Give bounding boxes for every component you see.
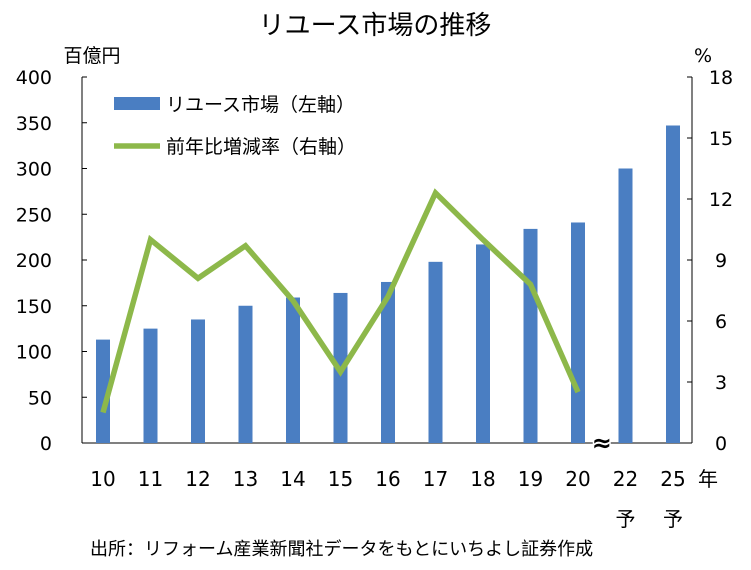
right-tick-label: 9 (715, 250, 727, 272)
left-tick-label: 0 (40, 433, 52, 455)
x-tick-sublabel: 予 (616, 507, 636, 531)
bar-10 (96, 339, 110, 443)
right-tick-label: 18 (709, 67, 733, 89)
x-tick-label: 20 (565, 467, 590, 491)
left-tick-label: 50 (28, 387, 52, 409)
right-tick-label: 12 (709, 189, 733, 211)
bar-20 (571, 222, 585, 443)
bar-13 (238, 305, 253, 443)
x-tick-sublabel: 予 (663, 507, 683, 531)
bar-16 (381, 281, 395, 443)
left-tick-label: 250 (16, 204, 52, 226)
x-tick-label: 22 (613, 467, 638, 491)
x-tick-label: 17 (423, 467, 448, 491)
x-tick-label: 10 (90, 467, 115, 491)
bar-11 (143, 328, 158, 443)
right-tick-label: 3 (715, 372, 727, 394)
bar-18 (476, 244, 490, 443)
bar-25 (666, 125, 680, 444)
x-tick-label: 11 (138, 467, 163, 491)
right-tick-label: 0 (715, 433, 727, 455)
left-axis-unit: 百億円 (63, 45, 120, 67)
chart-title: リユース市場の推移 (259, 11, 492, 41)
right-tick-label: 6 (715, 311, 727, 333)
bar-19 (523, 228, 538, 443)
x-tick-label: 13 (233, 467, 258, 491)
left-tick-label: 200 (16, 250, 52, 272)
legend-swatch-bar (114, 97, 160, 110)
bar-17 (428, 261, 443, 443)
bar-14 (286, 297, 300, 443)
left-tick-label: 100 (16, 342, 52, 364)
x-tick-label: 12 (185, 467, 210, 491)
legend-label-line: 前年比増減率（右軸） (166, 136, 356, 158)
axis-break-mark: ≈ (592, 429, 612, 457)
left-tick-label: 350 (16, 113, 52, 135)
legend-label-bar: リユース市場（左軸） (166, 94, 355, 116)
legend: リユース市場（左軸） 前年比増減率（右軸） (114, 94, 356, 158)
source-note: 出所：リフォーム産業新聞社データをもとにいちよし証券作成 (90, 539, 593, 560)
x-tick-label: 16 (375, 467, 400, 491)
x-tick-label: 25 (660, 467, 685, 491)
bar-12 (191, 319, 205, 443)
x-tick-label: 15 (328, 467, 353, 491)
left-tick-label: 300 (16, 159, 52, 181)
right-axis-unit: % (694, 45, 712, 67)
x-tick-label: 14 (280, 467, 305, 491)
bar-22 (618, 168, 633, 443)
axis-break-mask (592, 432, 611, 454)
left-tick-label: 400 (16, 67, 52, 89)
left-tick-label: 150 (16, 296, 52, 318)
x-axis-unit: 年 (698, 467, 718, 491)
right-tick-label: 15 (709, 128, 733, 150)
x-tick-label: 18 (470, 467, 495, 491)
plot-layer: 0 50 100 150 200 250 300 350 400 0 3 6 9 12 15 18 10 11 12… (16, 67, 733, 531)
x-tick-label: 19 (518, 467, 543, 491)
